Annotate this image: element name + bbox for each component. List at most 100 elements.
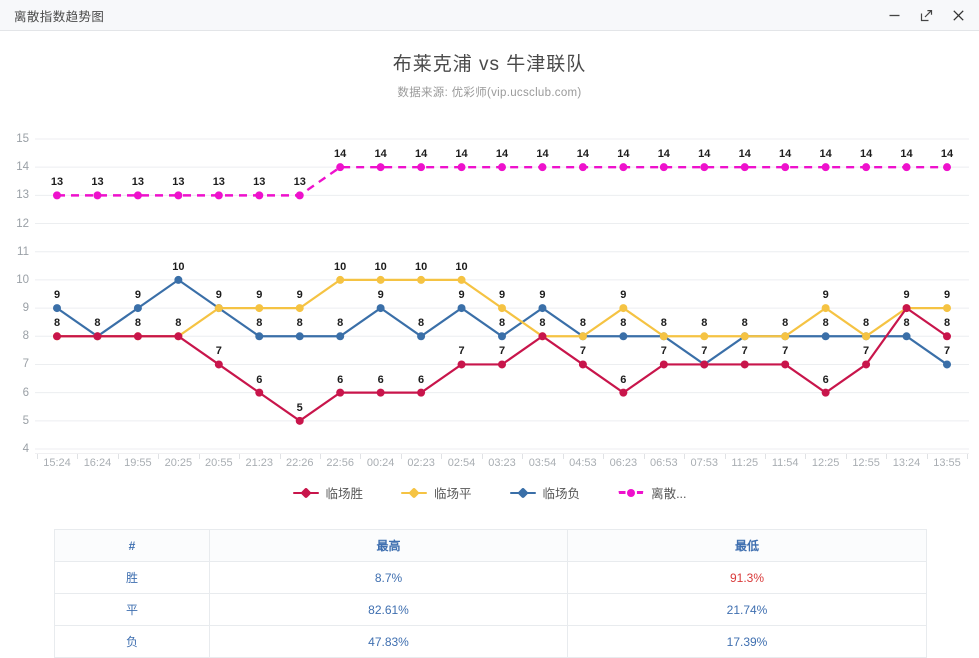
legend-item-4[interactable]: 离散... — [618, 483, 686, 502]
series-point[interactable] — [538, 332, 547, 341]
series-point[interactable] — [417, 275, 426, 284]
series-point[interactable] — [821, 388, 830, 397]
data-point-label: 14 — [900, 148, 913, 161]
data-point-label: 14 — [617, 148, 630, 161]
series-point[interactable] — [336, 388, 345, 397]
series-point[interactable] — [498, 332, 506, 341]
series-point[interactable] — [336, 332, 345, 341]
series-point[interactable] — [93, 332, 102, 341]
series-point[interactable] — [214, 304, 223, 313]
data-point-label: 13 — [91, 176, 104, 189]
series-point[interactable] — [417, 332, 426, 341]
series-point[interactable] — [457, 304, 466, 313]
series-point[interactable] — [943, 332, 951, 341]
minimize-button[interactable] — [879, 1, 909, 30]
series-point[interactable] — [53, 304, 61, 313]
series-point[interactable] — [862, 360, 871, 369]
series-point[interactable] — [659, 332, 668, 341]
data-point-label: 13 — [212, 176, 225, 189]
series-point[interactable] — [740, 332, 749, 341]
series-point[interactable] — [538, 304, 547, 313]
series-point[interactable] — [943, 304, 951, 313]
series-point[interactable] — [133, 332, 142, 341]
data-point-label: 8 — [741, 317, 748, 330]
series-point[interactable] — [902, 163, 911, 172]
series-point[interactable] — [174, 332, 183, 341]
series-point[interactable] — [53, 332, 61, 341]
series-point[interactable] — [578, 332, 587, 341]
series-point[interactable] — [538, 163, 547, 172]
series-point[interactable] — [821, 163, 830, 172]
series-point[interactable] — [700, 163, 709, 172]
series-point[interactable] — [498, 163, 506, 172]
series-point[interactable] — [376, 163, 385, 172]
series-point[interactable] — [133, 191, 142, 200]
legend-item-1[interactable]: 临场胜 — [292, 483, 363, 502]
series-point[interactable] — [781, 163, 790, 172]
series-point[interactable] — [174, 275, 183, 284]
series-point[interactable] — [700, 360, 709, 369]
data-point-label: 14 — [698, 148, 711, 161]
series-point[interactable] — [578, 360, 587, 369]
series-point[interactable] — [578, 163, 587, 172]
series-point[interactable] — [53, 191, 61, 200]
series-point[interactable] — [417, 388, 426, 397]
window-titlebar: 离散指数趋势图 — [0, 0, 979, 31]
series-point[interactable] — [336, 275, 345, 284]
series-point[interactable] — [214, 360, 223, 369]
series-point[interactable] — [295, 304, 304, 313]
series-point[interactable] — [862, 332, 871, 341]
series-point[interactable] — [619, 388, 628, 397]
legend-item-3[interactable]: 临场负 — [509, 483, 580, 502]
data-point-label: 8 — [175, 317, 182, 330]
series-point[interactable] — [619, 163, 628, 172]
series-point[interactable] — [376, 275, 385, 284]
series-point[interactable] — [417, 163, 426, 172]
x-axis-tick — [562, 454, 564, 459]
series-point[interactable] — [133, 304, 142, 313]
series-point[interactable] — [821, 304, 830, 313]
series-point[interactable] — [174, 191, 183, 200]
data-point-label: 8 — [660, 317, 667, 330]
series-point[interactable] — [862, 163, 871, 172]
series-point[interactable] — [295, 191, 304, 200]
series-point[interactable] — [902, 304, 911, 313]
series-point[interactable] — [740, 163, 749, 172]
series-point[interactable] — [295, 416, 304, 425]
series-point[interactable] — [902, 332, 911, 341]
series-point[interactable] — [376, 388, 385, 397]
series-point[interactable] — [821, 332, 830, 341]
series-point[interactable] — [255, 388, 264, 397]
series-point[interactable] — [457, 275, 466, 284]
table-cell-label: 负 — [54, 625, 210, 658]
series-point[interactable] — [619, 304, 628, 313]
series-point[interactable] — [255, 332, 264, 341]
series-point[interactable] — [376, 304, 385, 313]
x-axis-tick-label: 00:24 — [366, 457, 395, 469]
series-point[interactable] — [740, 360, 749, 369]
x-axis-tick — [36, 454, 38, 459]
series-point[interactable] — [295, 332, 304, 341]
series-point[interactable] — [93, 191, 102, 200]
data-point-label: 8 — [539, 317, 546, 330]
legend-item-2[interactable]: 临场平 — [401, 483, 472, 502]
series-point[interactable] — [943, 163, 951, 172]
series-point[interactable] — [255, 191, 264, 200]
series-point[interactable] — [943, 360, 951, 369]
series-point[interactable] — [781, 360, 790, 369]
series-point[interactable] — [659, 360, 668, 369]
series-point[interactable] — [255, 304, 264, 313]
series-point[interactable] — [700, 332, 709, 341]
series-point[interactable] — [498, 304, 506, 313]
series-point[interactable] — [214, 191, 223, 200]
maximize-button[interactable] — [911, 1, 941, 30]
series-point[interactable] — [781, 332, 790, 341]
y-axis-tick-label: 6 — [22, 386, 29, 399]
series-point[interactable] — [498, 360, 506, 369]
series-point[interactable] — [619, 332, 628, 341]
series-point[interactable] — [336, 163, 345, 172]
close-button[interactable] — [943, 1, 973, 30]
series-point[interactable] — [457, 163, 466, 172]
series-point[interactable] — [457, 360, 466, 369]
series-point[interactable] — [659, 163, 668, 172]
